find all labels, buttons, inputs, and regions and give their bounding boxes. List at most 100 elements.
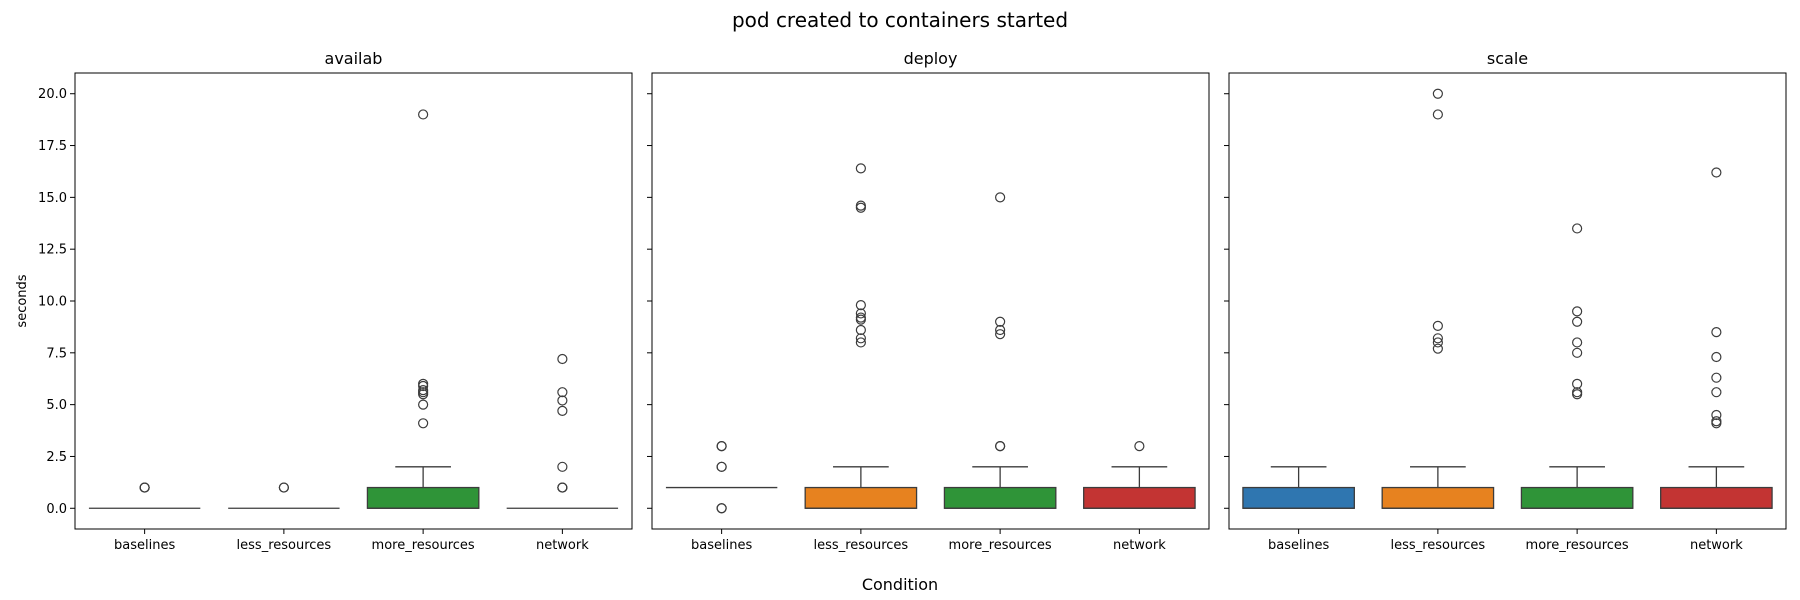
y-tick-label: 10.0: [38, 295, 67, 310]
outlier-point: [557, 387, 568, 398]
outlier-point: [1711, 416, 1722, 427]
outlier-point: [557, 482, 568, 493]
box-body: [1381, 486, 1495, 509]
figure-title: pod created to containers started: [732, 8, 1068, 32]
x-tick-label: baselines: [1268, 538, 1329, 553]
x-tick-label: less_resources: [1391, 538, 1486, 553]
x-tick-label: baselines: [114, 538, 175, 553]
outlier-point: [1711, 326, 1722, 338]
outlier-point: [1432, 109, 1443, 120]
x-tick-label: more_resources: [1526, 538, 1629, 553]
panel-availab: availab 0.0 2.5 5.0 7.5 10.0 12.5 15.0 17.5 20.0 b…: [38, 49, 633, 553]
panel-frame: [74, 72, 633, 530]
x-tick-label: network: [536, 538, 589, 553]
box-more_resources: [366, 109, 480, 509]
y-tick-label: 17.5: [38, 139, 67, 154]
outlier-point: [1432, 333, 1443, 344]
outlier-point: [1572, 389, 1583, 400]
outlier-point: [1572, 306, 1583, 317]
y-tick-label: 5.0: [46, 398, 67, 413]
box-body: [366, 486, 480, 509]
outlier-point: [557, 461, 568, 472]
outlier-point: [1711, 409, 1722, 421]
outlier-point: [1432, 88, 1443, 99]
box-more_resources: [943, 192, 1057, 509]
y-tick-label: 2.5: [46, 450, 67, 465]
outlier-point: [1711, 351, 1722, 363]
panels: availab 0.0 2.5 5.0 7.5 10.0 12.5 15.0 17.5 20.0 b…: [38, 49, 1787, 553]
box-more_resources: [1520, 223, 1634, 509]
outlier-point: [855, 202, 866, 213]
x-tick-label: more_resources: [372, 538, 475, 553]
outlier-point: [418, 378, 429, 390]
outlier-point: [995, 329, 1006, 340]
outlier-point: [1572, 347, 1583, 358]
x-tick-label: network: [1690, 538, 1743, 553]
outlier-point: [557, 353, 568, 365]
x-tick-label: baselines: [691, 538, 752, 553]
outlier-point: [716, 461, 727, 472]
y-tick-label: 0.0: [46, 502, 67, 517]
box-body: [1242, 486, 1355, 509]
x-tick-label: less_resources: [237, 538, 332, 553]
x-axis-label: Condition: [862, 575, 938, 594]
panel-title: scale: [1487, 49, 1528, 68]
outlier-point: [1711, 418, 1722, 429]
y-tick-label: 7.5: [46, 346, 67, 361]
x-tick-label: less_resources: [814, 538, 909, 553]
box-body: [943, 486, 1057, 509]
outlier-point: [1432, 337, 1443, 348]
panel-frame: [651, 72, 1210, 530]
outlier-point: [557, 395, 568, 406]
outlier-point: [855, 324, 866, 336]
y-tick-label: 15.0: [38, 191, 67, 206]
outlier-point: [139, 482, 150, 493]
y-tick-label: 12.5: [38, 243, 67, 258]
outlier-point: [995, 324, 1006, 336]
outlier-point: [1572, 378, 1583, 390]
box-network: [506, 353, 619, 509]
box-body: [1083, 486, 1196, 509]
box-body: [1660, 486, 1773, 509]
outlier-point: [1711, 372, 1722, 383]
outlier-point: [716, 440, 727, 452]
outlier-point: [1572, 223, 1583, 234]
outlier-point: [855, 337, 866, 348]
box-network: [1660, 167, 1773, 509]
outlier-point: [1432, 343, 1443, 354]
outlier-point: [1432, 320, 1443, 331]
outlier-point: [557, 405, 568, 416]
outlier-point: [1572, 337, 1583, 348]
outlier-point: [855, 308, 866, 319]
outlier-point: [418, 109, 429, 120]
panel-scale: scale baselines less_resources more_resourc…: [1224, 49, 1787, 553]
outlier-point: [855, 200, 866, 211]
outlier-point: [855, 163, 866, 174]
outlier-point: [418, 399, 429, 410]
x-tick-label: more_resources: [949, 538, 1052, 553]
outlier-point: [855, 333, 866, 344]
panel-deploy: deploy baselines less_resources more_resour…: [647, 49, 1210, 553]
box-baselines: [88, 482, 201, 509]
panel-title: deploy: [904, 49, 958, 68]
outlier-point: [855, 312, 866, 323]
outlier-point: [855, 300, 866, 311]
box-body: [804, 486, 918, 509]
outlier-point: [1572, 316, 1583, 327]
outlier-point: [995, 316, 1006, 327]
x-tick-label: network: [1113, 538, 1166, 553]
outlier-point: [1711, 387, 1722, 398]
box-body: [1520, 486, 1634, 509]
box-less_resources: [228, 482, 340, 509]
box-less_resources: [1381, 88, 1495, 509]
outlier-point: [1134, 440, 1145, 452]
outlier-point: [716, 503, 727, 514]
panel-frame: [1228, 72, 1787, 530]
box-network: [1083, 440, 1196, 509]
box-baselines: [665, 440, 778, 514]
box-baselines: [1242, 466, 1355, 509]
y-axis-label: seconds: [15, 274, 30, 327]
outlier-point: [418, 418, 429, 429]
box-less_resources: [804, 163, 918, 509]
